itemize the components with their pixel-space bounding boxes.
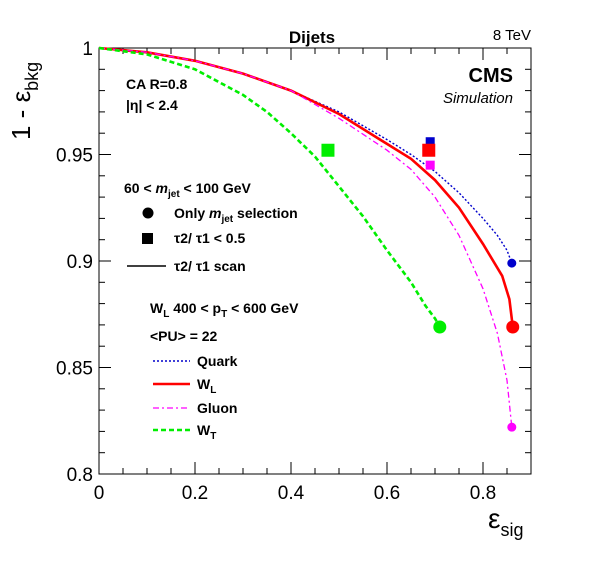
y-tick-label: 0.9 (67, 252, 93, 273)
algo-label: CA R=0.8 (126, 76, 188, 92)
legend-square-label: τ2/ τ1 < 0.5 (174, 230, 245, 246)
experiment-label: CMS (469, 65, 513, 87)
axes: 0 0.2 0.4 0.6 0.8 0.8 0.85 0.9 0.95 1 (56, 39, 532, 504)
x-tick-label: 0 (94, 483, 105, 504)
x-tick-label: 0.6 (374, 483, 400, 504)
chart-title: Dijets (289, 28, 335, 47)
legend-label-gluon: Gluon (197, 400, 237, 416)
x-tick-label: 0.2 (182, 483, 208, 504)
markers (321, 137, 520, 432)
square-marker-wl (422, 143, 436, 157)
circle-marker-wt (433, 320, 447, 334)
series-line-wt (98, 46, 441, 328)
x-axis-label: εsig (488, 503, 524, 540)
pt-window-label: WL 400 < pT < 600 GeV (150, 300, 299, 320)
legend-line-label: τ2/ τ1 scan (174, 258, 246, 274)
x-tick-label: 0.8 (470, 483, 496, 504)
circle-marker-quark (507, 258, 517, 268)
square-marker-wt (321, 143, 335, 157)
legend-label-wl: WL (197, 376, 216, 396)
square-marker-gluon (425, 160, 435, 170)
legend-square-symbol (142, 233, 153, 244)
marker-legend: Only mjet selection τ2/ τ1 < 0.5 τ2/ τ1 … (127, 205, 298, 274)
energy-label: 8 TeV (493, 27, 531, 44)
experiment-sub-label: Simulation (443, 90, 513, 107)
y-axis-label: 1 - εbkg (6, 62, 42, 140)
y-tick-label: 1 (82, 39, 93, 60)
series-line-wl (98, 46, 515, 328)
legend-circle-symbol (142, 207, 154, 219)
mass-window-label: 60 < mjet < 100 GeV (124, 180, 252, 200)
y-tick-label: 0.95 (56, 146, 93, 167)
y-tick-label: 0.85 (56, 359, 93, 380)
series-legend: Quark WL Gluon WT (153, 353, 238, 442)
legend-label-quark: Quark (197, 353, 238, 369)
curves (98, 46, 515, 428)
legend-label-wt: WT (197, 422, 216, 442)
pileup-label: <PU> = 22 (150, 328, 218, 344)
series-line-gluon (98, 47, 513, 428)
square-marker-quark (425, 137, 435, 147)
x-tick-label: 0.4 (278, 483, 305, 504)
circle-marker-wl (506, 320, 520, 334)
circle-marker-gluon (507, 422, 517, 432)
legend-circle-label: Only mjet selection (174, 205, 298, 225)
y-tick-label: 0.8 (67, 465, 93, 486)
eta-label: |η| < 2.4 (126, 97, 178, 113)
